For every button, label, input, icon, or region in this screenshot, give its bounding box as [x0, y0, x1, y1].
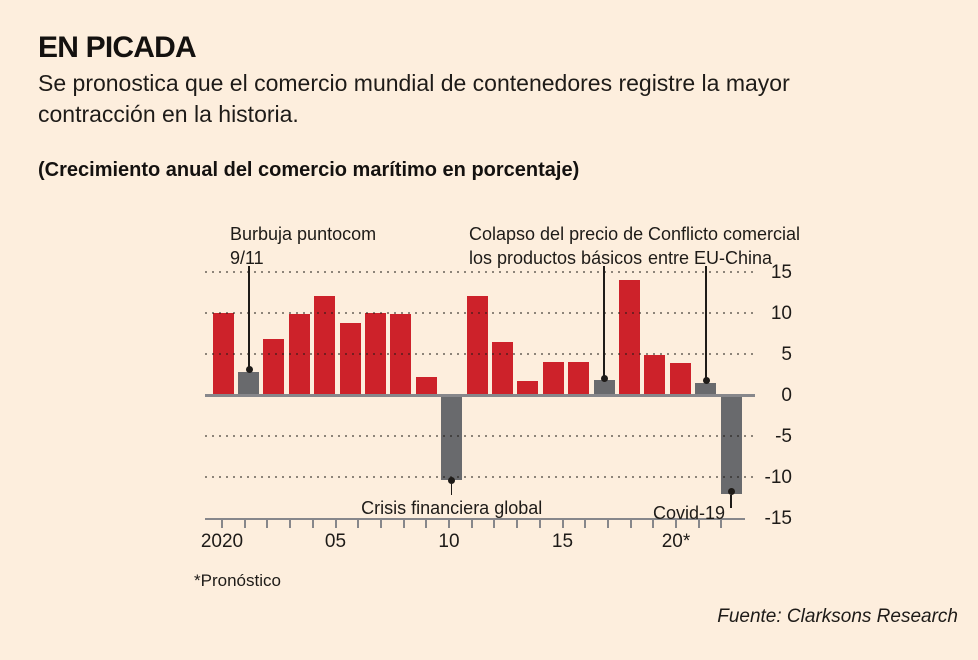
bar-2005 [339, 322, 361, 395]
bar-2014 [568, 362, 590, 395]
annotation-line-colapso [603, 266, 605, 379]
bar-2017 [644, 355, 666, 395]
annotation-label-burbuja: Burbuja puntocom 9/11 [230, 224, 377, 268]
x-axis-tick [697, 520, 700, 528]
x-axis-tick [606, 520, 609, 528]
x-axis-label: 2020 [200, 531, 244, 552]
subtitle: Se pronostica que el comercio mundial de… [38, 70, 790, 127]
gridline [205, 435, 755, 438]
annotation-label-colapso: Colapso del precio de los productos bási… [469, 224, 644, 268]
zero-baseline [205, 393, 755, 397]
x-axis-label: 05 [324, 531, 347, 552]
y-axis-label: 10 [770, 302, 792, 324]
annotation-label-crisis: Crisis financiera global [361, 498, 543, 518]
x-axis-tick [334, 520, 337, 528]
x-axis-tick [311, 520, 314, 528]
annotation-dot-covid [727, 488, 735, 496]
x-axis-tick [357, 520, 360, 528]
gridline [205, 476, 755, 479]
bar-2008 [415, 376, 437, 395]
y-axis-label: 15 [770, 261, 792, 283]
annotation-label-covid: Covid-19 [652, 503, 725, 523]
x-axis-tick [652, 520, 655, 528]
x-axis-tick [470, 520, 473, 528]
page-title: EN PICADA [38, 31, 197, 64]
bar-2020 [720, 395, 742, 494]
bar-2015 [593, 380, 615, 395]
annotation-label-conflicto: Conflicto comercial entre EU-China [648, 224, 801, 268]
x-axis-tick [289, 520, 292, 528]
annotation-line-conflicto [705, 266, 707, 381]
x-axis-tick [675, 520, 677, 528]
bar-2011 [491, 342, 513, 395]
x-axis-label: 20* [661, 531, 691, 552]
bar-2004 [314, 296, 336, 395]
y-axis-label: -15 [764, 508, 792, 530]
bar-2016 [618, 279, 640, 395]
footnote: *Pronóstico [194, 571, 281, 590]
bar-2001 [238, 371, 260, 395]
x-axis-tick [516, 520, 519, 528]
y-axis-label: 0 [781, 385, 792, 406]
x-axis-tick [629, 520, 632, 528]
gridline [205, 352, 755, 355]
bar-2010 [466, 296, 488, 395]
x-axis-tick [584, 520, 587, 528]
x-axis-tick [425, 520, 428, 528]
y-axis-label: -5 [775, 426, 792, 448]
bar-2002 [263, 339, 285, 395]
x-axis-label: 15 [551, 531, 574, 552]
annotation-dot-conflicto [702, 377, 710, 385]
gridline [205, 311, 755, 314]
x-axis-tick [243, 520, 246, 528]
annotation-line-crisis [450, 483, 453, 495]
annotation-line-burbuja [248, 266, 250, 370]
bar-2012 [517, 381, 539, 395]
y-axis-label: 5 [781, 343, 792, 365]
x-axis-line [205, 517, 745, 520]
x-axis-tick [266, 520, 269, 528]
x-axis-tick [379, 520, 382, 528]
x-axis-tick [448, 520, 450, 528]
chart-heading: (Crecimiento anual del comercio marítimo… [38, 159, 580, 181]
bar-2009 [441, 395, 463, 480]
bar-2013 [542, 362, 564, 395]
bar-2018 [669, 362, 691, 395]
x-axis-tick [720, 520, 723, 528]
y-axis-label: -10 [764, 467, 792, 489]
annotation-dot-colapso [600, 374, 608, 382]
x-axis-tick [493, 520, 496, 528]
x-axis-label: 10 [438, 531, 460, 552]
x-axis-tick [538, 520, 541, 528]
bar-2019 [695, 382, 717, 395]
x-axis-tick [561, 520, 564, 528]
x-axis-tick [221, 520, 223, 528]
source-credit: Fuente: Clarksons Research [717, 606, 958, 627]
gridline [205, 270, 755, 273]
annotation-dot-burbuja [245, 366, 253, 374]
annotation-dot-crisis [448, 477, 456, 485]
annotation-line-covid [730, 494, 732, 508]
x-axis-tick [402, 520, 405, 528]
